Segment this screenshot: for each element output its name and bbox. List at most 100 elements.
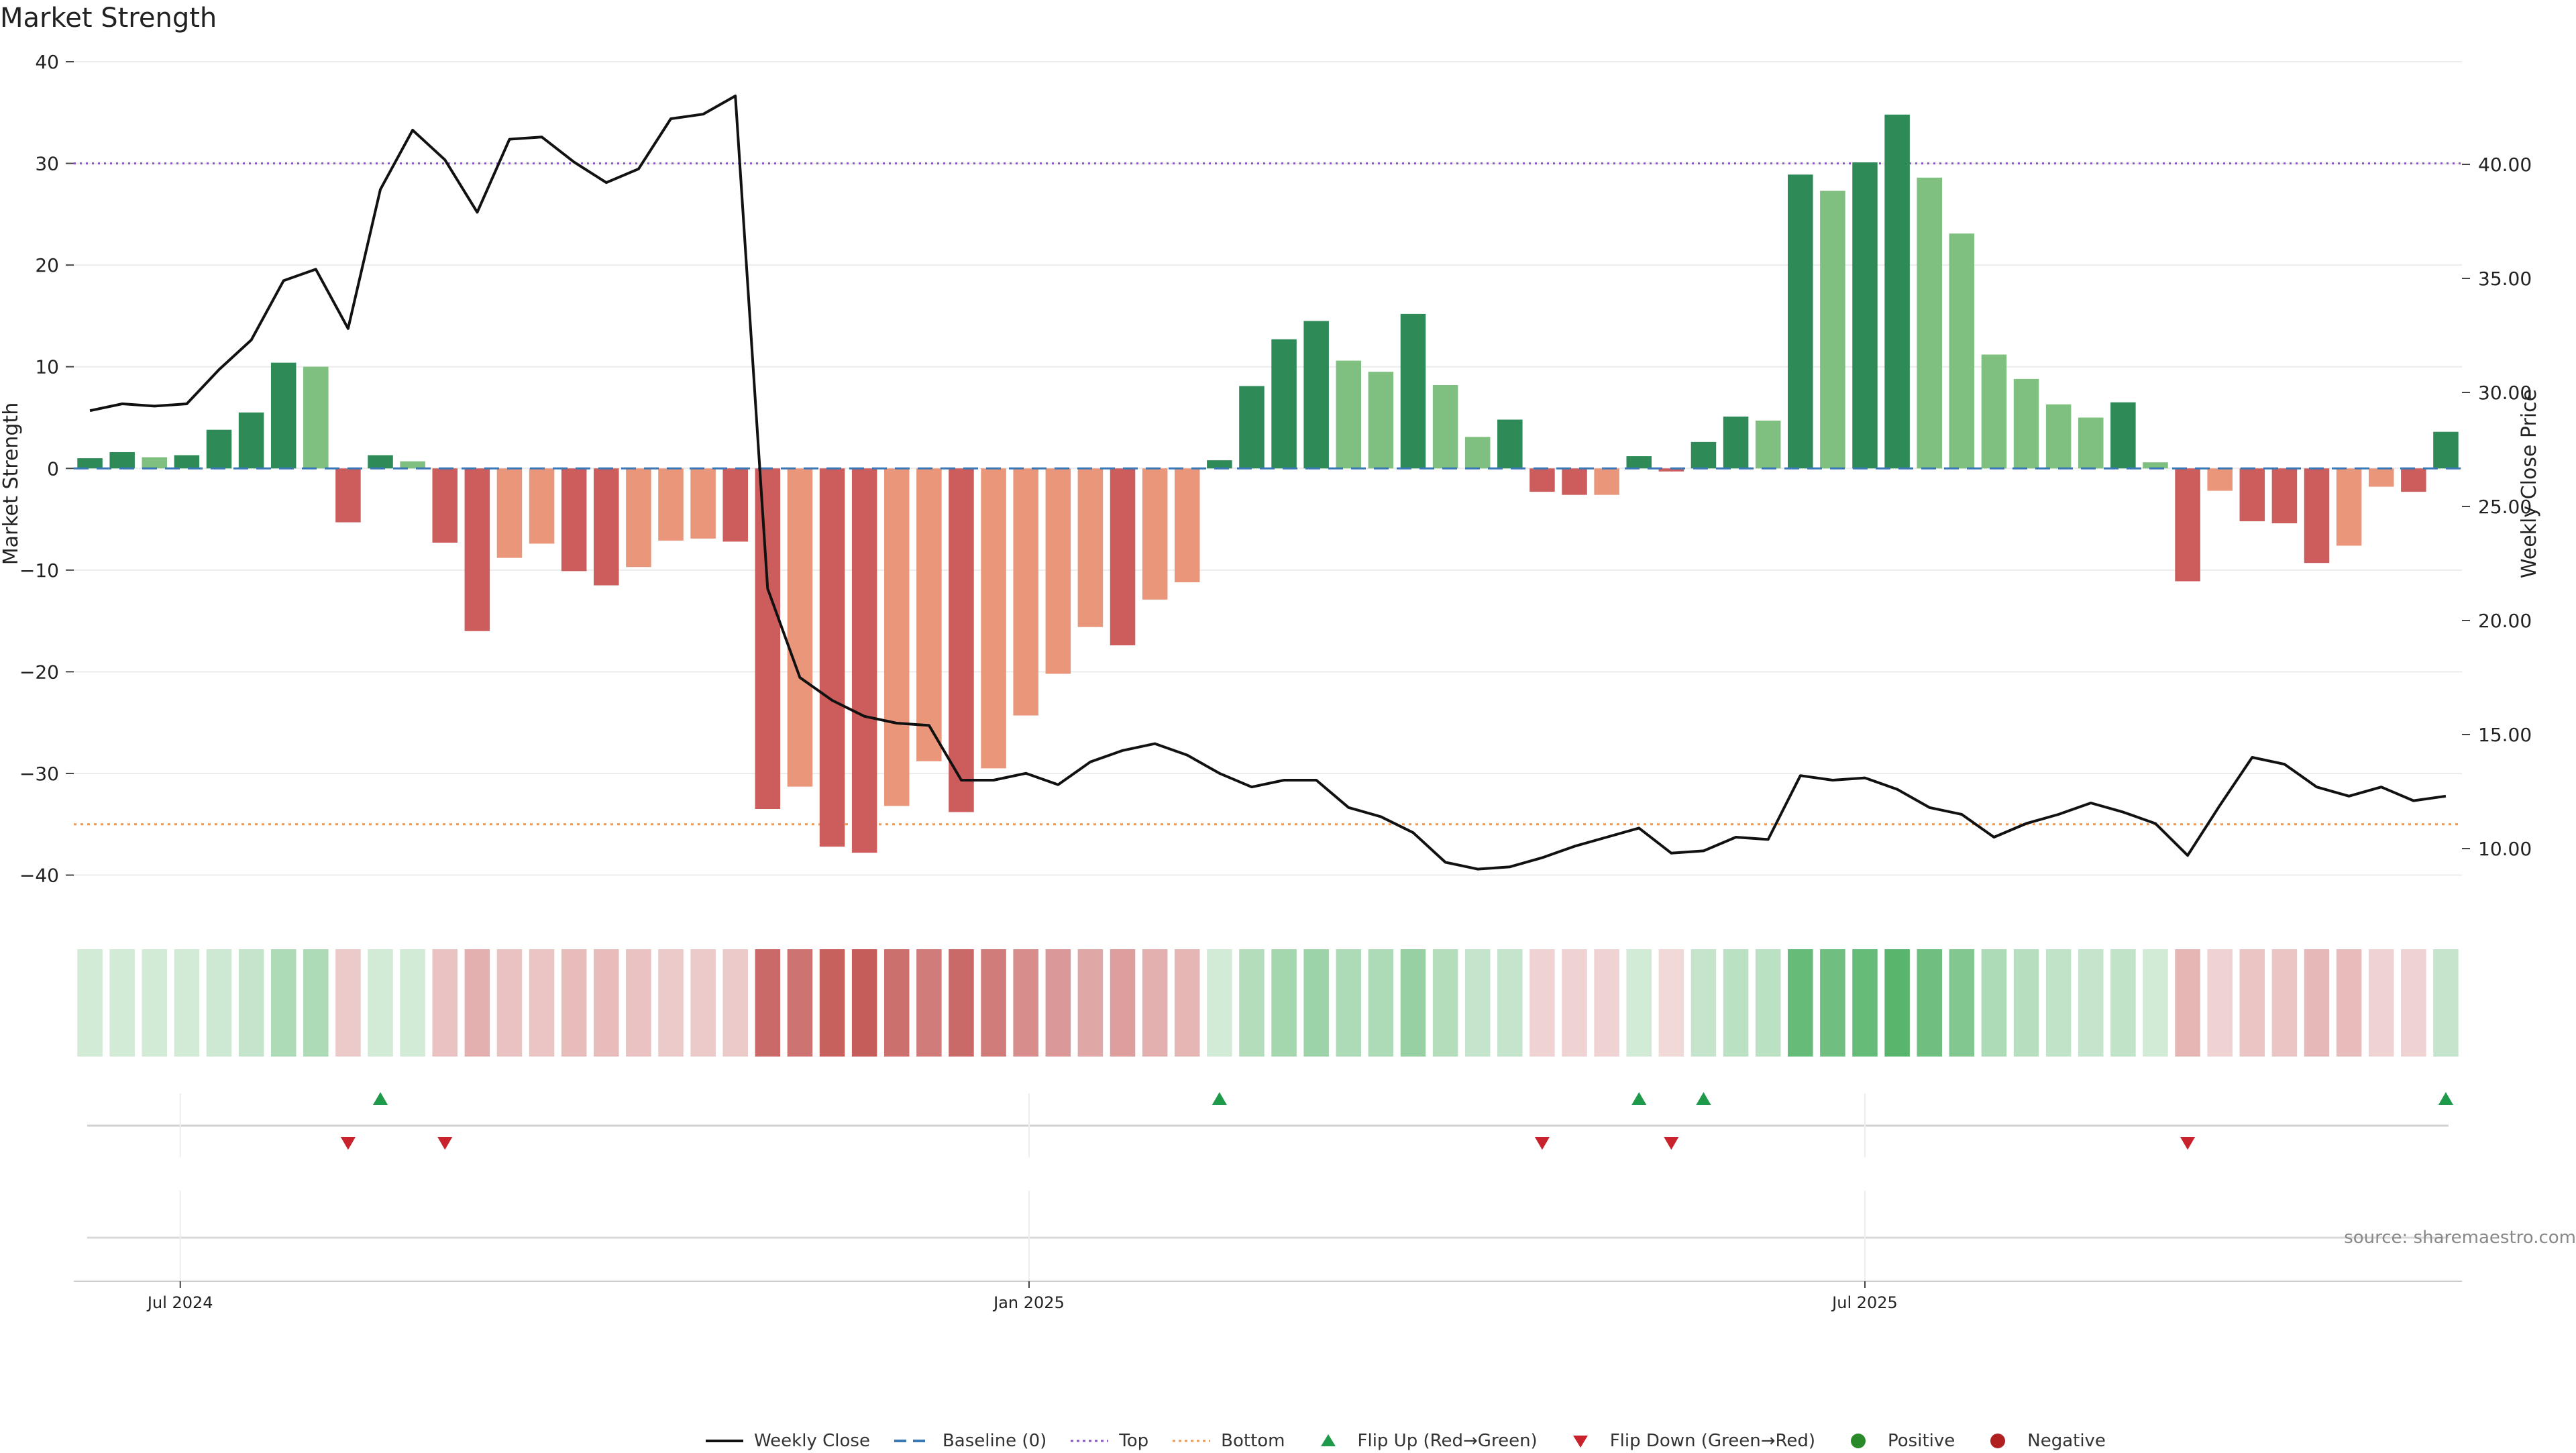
legend-label: Positive [1888, 1431, 1955, 1451]
strength-bar [819, 468, 845, 847]
y-tick-label: 20 [35, 254, 59, 276]
strength-bar [1464, 437, 1491, 469]
flip-up-marker [1696, 1092, 1711, 1105]
lower-panel [87, 1191, 2449, 1281]
strength-bar [1529, 468, 1555, 492]
heat-cell [77, 949, 103, 1057]
strength-bar [2143, 462, 2168, 469]
legend-item: Flip Down (Green→Red) [1560, 1431, 1815, 1451]
strength-bar [2013, 378, 2039, 469]
heat-cell [238, 949, 264, 1057]
y2-tick-label: 25.00 [2478, 496, 2532, 518]
heat-cell [658, 949, 684, 1057]
strength-bar [1110, 468, 1136, 645]
heat-cell [174, 949, 200, 1057]
heat-cell [496, 949, 523, 1057]
legend-item: Negative [1978, 1431, 2106, 1451]
heat-cell [787, 949, 813, 1057]
heat-cell [1013, 949, 1038, 1057]
heat-cell [142, 949, 168, 1057]
heat-cell [2045, 949, 2072, 1057]
strength-bar [594, 468, 619, 586]
heat-cell [1917, 949, 1942, 1057]
strength-bar [174, 455, 200, 469]
strength-bar [1045, 468, 1071, 674]
heat-cell [109, 949, 135, 1057]
strength-bar [981, 468, 1006, 769]
y2-tick-label: 35.00 [2478, 268, 2532, 290]
heat-cell [1239, 949, 1265, 1057]
legend-item: Weekly Close [704, 1431, 870, 1451]
y2-tick-label: 40.00 [2478, 154, 2532, 176]
heat-cell [368, 949, 393, 1057]
legend-label: Negative [2027, 1431, 2106, 1451]
chart-legend: Weekly Close Baseline (0) Top Bottom Flip Up… [704, 1429, 2129, 1453]
strength-bar [851, 468, 877, 853]
strength-bar [2078, 417, 2104, 469]
heat-cell [1303, 949, 1329, 1057]
strength-bar [2368, 468, 2394, 487]
strength-bar [1626, 456, 1652, 469]
x-tick-label: Jul 2024 [146, 1293, 213, 1312]
heat-cell [561, 949, 587, 1057]
heat-cell [206, 949, 232, 1057]
heat-cell [1400, 949, 1426, 1057]
legend-item: Baseline (0) [893, 1431, 1046, 1451]
heat-cell [1723, 949, 1749, 1057]
strength-bar [2336, 468, 2362, 546]
legend-swatch [1173, 1440, 1211, 1442]
heat-cell [916, 949, 942, 1057]
legend-item: Bottom [1171, 1431, 1285, 1451]
heat-cell [2368, 949, 2394, 1057]
legend-swatch [1572, 1436, 1588, 1448]
heat-cell [1981, 949, 2007, 1057]
strength-bar [109, 452, 135, 469]
heat-cell [1755, 949, 1781, 1057]
legend-swatch [1071, 1440, 1109, 1442]
strength-bar [303, 366, 329, 469]
strength-bar [1820, 191, 1845, 469]
strength-bar [270, 362, 297, 469]
strength-bar [1013, 468, 1038, 716]
heat-cell [883, 949, 910, 1057]
strength-bar [626, 468, 651, 568]
heat-cell [1271, 949, 1297, 1057]
strength-bar [787, 468, 813, 787]
strength-bar [1949, 233, 1975, 469]
strength-bar [2207, 468, 2233, 491]
legend-swatch [1851, 1434, 1866, 1448]
heat-cell [981, 949, 1006, 1057]
heat-cell [432, 949, 458, 1057]
strength-bar [1239, 386, 1265, 469]
strength-bar [916, 468, 942, 761]
flip-up-marker [1212, 1092, 1227, 1105]
heat-cell [1497, 949, 1523, 1057]
heat-cell [755, 949, 781, 1057]
heat-cell [335, 949, 361, 1057]
heat-cell [1820, 949, 1845, 1057]
strength-bar [1594, 468, 1619, 495]
strength-bar [400, 461, 425, 469]
y-tick-label: −10 [19, 559, 59, 582]
strength-bar [2433, 431, 2459, 469]
heat-cell [690, 949, 716, 1057]
heat-cell [2271, 949, 2298, 1057]
strength-bar [77, 458, 103, 469]
strength-bar [2401, 468, 2426, 492]
heat-cell [1142, 949, 1168, 1057]
heat-cell [2433, 949, 2459, 1057]
heat-cell [303, 949, 329, 1057]
heat-cell [2143, 949, 2168, 1057]
y-tick-label: −30 [19, 763, 59, 785]
flip-down-marker [1664, 1137, 1679, 1150]
legend-item: Flip Up (Red→Green) [1308, 1431, 1538, 1451]
legend-label: Baseline (0) [942, 1431, 1047, 1451]
strength-bar [1336, 360, 1362, 469]
strength-bar [2239, 468, 2265, 522]
strength-bar [238, 412, 264, 469]
y2-tick-label: 10.00 [2478, 838, 2532, 860]
heat-cell [400, 949, 425, 1057]
heat-cell [1529, 949, 1555, 1057]
heat-cell [2336, 949, 2362, 1057]
heat-cell [2078, 949, 2104, 1057]
